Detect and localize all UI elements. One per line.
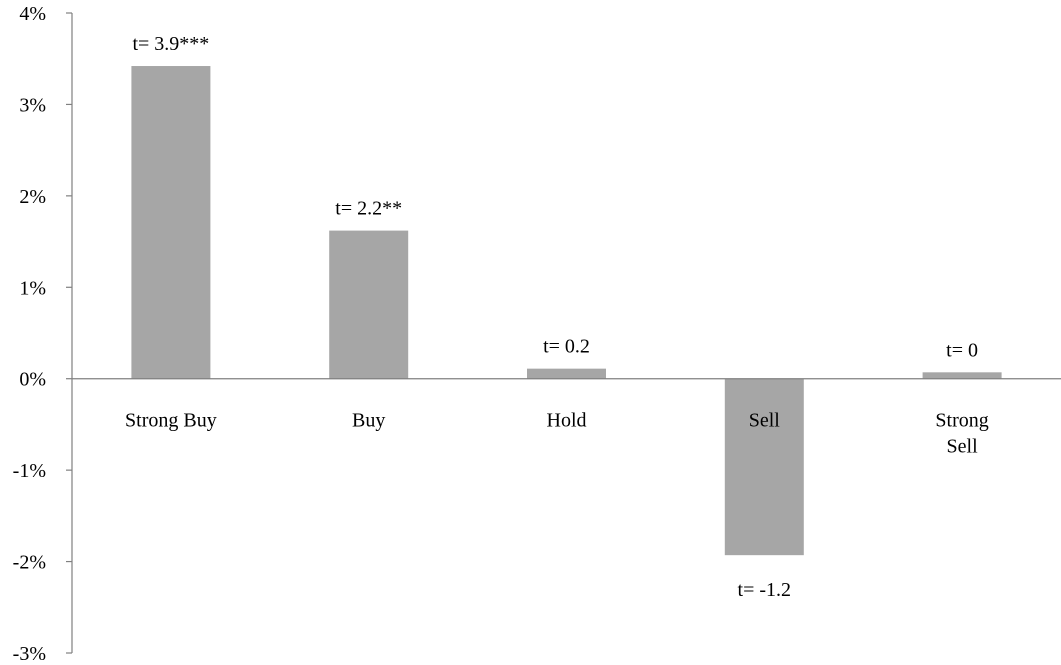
data-label: t= 3.9*** xyxy=(132,33,209,55)
category-label: Strong Buy xyxy=(125,410,217,432)
bar xyxy=(329,230,409,379)
category-label: Sell xyxy=(749,410,781,432)
y-tick-label: 4% xyxy=(19,3,46,25)
category-label-line: Hold xyxy=(547,410,587,432)
bar xyxy=(527,368,606,379)
category-label-line: Buy xyxy=(352,410,385,432)
bar xyxy=(724,378,804,556)
category-label: Buy xyxy=(352,410,385,432)
y-tick-label: -2% xyxy=(13,552,46,574)
y-tick-label: -1% xyxy=(13,460,46,482)
y-tick-label: 3% xyxy=(19,94,46,116)
category-label-line: Strong xyxy=(935,410,988,432)
data-labels: t= 3.9*** t= 2.2** t= 0.2 t= -1.2 t= 0 xyxy=(132,33,978,601)
bars xyxy=(131,66,1002,556)
y-tick-label: 1% xyxy=(19,277,46,299)
category-label-line: Sell xyxy=(749,410,781,432)
bar xyxy=(131,66,211,379)
category-label: Hold xyxy=(547,410,587,432)
data-label: t= 2.2** xyxy=(335,198,402,220)
y-axis: 4% 3% 2% 1% 0% -1% -2% -3% xyxy=(13,3,73,665)
data-label: t= -1.2 xyxy=(738,579,792,601)
category-label-line: Sell xyxy=(947,436,979,458)
category-label-line: Strong Buy xyxy=(125,410,217,432)
data-label: t= 0 xyxy=(946,339,978,361)
data-label: t= 0.2 xyxy=(543,336,590,358)
category-label: Strong Sell xyxy=(935,410,988,458)
x-axis: Strong Buy Buy Hold Sell Strong Sell xyxy=(72,378,1061,458)
bar xyxy=(922,372,1002,379)
y-tick-label: 0% xyxy=(19,369,46,391)
y-tick-label: -3% xyxy=(13,643,46,665)
y-tick-label: 2% xyxy=(19,186,46,208)
